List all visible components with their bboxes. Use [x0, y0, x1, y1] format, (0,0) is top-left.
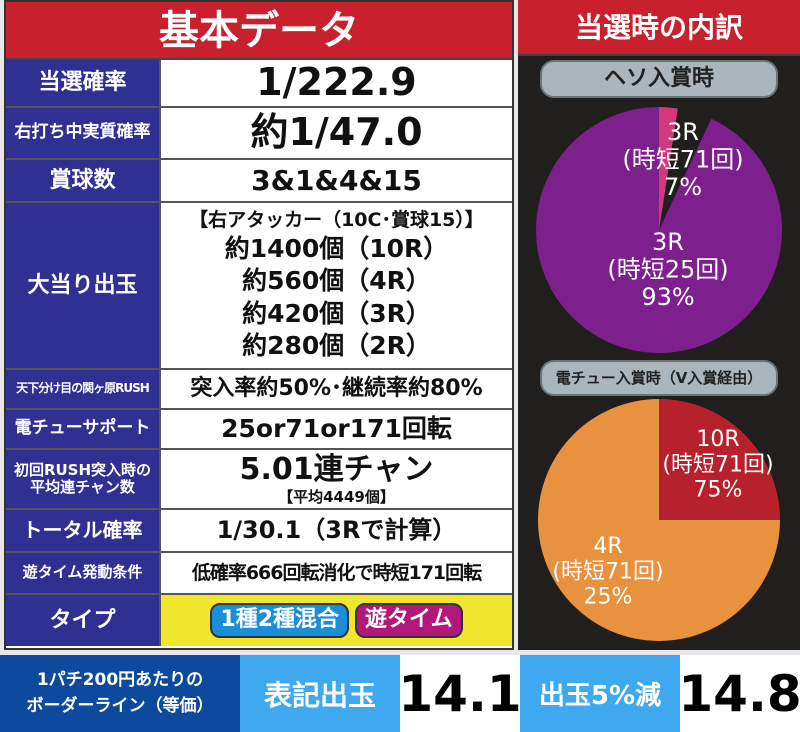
slice-label: (時短71回) [622, 146, 743, 174]
type-tag: 遊タイム [355, 603, 463, 638]
table-row: トータル確率 1/30.1（3Rで計算） [6, 510, 512, 553]
row-value: 突入率約50%･継続率約80% [190, 375, 483, 401]
table-row: タイプ 1種2種混合 遊タイム [6, 595, 512, 646]
breakdown-panel: 当選時の内訳 ヘソ入賞時 3R (時短71回) 7% 3R (時短25回) 93% 電チュ… [518, 0, 800, 650]
reduced-payout-label: 出玉5%減 [520, 655, 680, 732]
row-label: 大当り出玉 [6, 203, 161, 368]
row-value: 【右アタッカー（10C･賞球15）】 約1400個（10R） 約560個（4R）… [161, 203, 512, 368]
table-row: 賞球数 3&1&4&15 [6, 160, 512, 203]
table-row: 電チューサポート 25or71or171回転 [6, 410, 512, 450]
pie-slice [659, 399, 780, 520]
slice-label: 10R [696, 427, 739, 452]
pie1-title: ヘソ入賞時 [540, 60, 778, 98]
border-label: 1パチ200円あたりの ボーダーライン（等価） [0, 655, 240, 732]
table-row: 当選確率 1/222.9 [6, 60, 512, 108]
slice-label: (時短25回) [607, 256, 728, 284]
basic-data-title: 基本データ [6, 2, 512, 60]
border-label-line: 1パチ200円あたりの [36, 670, 204, 690]
row-value: 3&1&4&15 [251, 163, 422, 197]
row-label: 初回RUSH突入時の平均連チャン数 [6, 450, 161, 508]
row-label: 賞球数 [6, 160, 161, 201]
row-value: 低確率666回転消化で時短171回転 [191, 561, 482, 584]
slice-label: (時短71回) [662, 452, 773, 477]
pie-chart-heso: 3R(時短71回)7%3R(時短25回)93% [535, 107, 782, 353]
row-label: トータル確率 [6, 510, 161, 551]
table-row: 初回RUSH突入時の平均連チャン数 5.01連チャン 【平均4449個】 [6, 450, 512, 510]
slice-label: 4R [593, 534, 622, 559]
row-label: タイプ [6, 595, 161, 646]
slice-label: (時短71回) [552, 559, 663, 584]
slice-label: 75% [694, 478, 743, 503]
table-row: 遊タイム発動条件 低確率666回転消化で時短171回転 [6, 553, 512, 595]
slice-label: 3R [652, 228, 684, 256]
pie-slice [659, 107, 678, 230]
table-row: 大当り出玉 【右アタッカー（10C･賞球15）】 約1400個（10R） 約56… [6, 203, 512, 370]
row-value: 25or71or171回転 [221, 414, 452, 443]
nominal-border-value: 14.1 [398, 655, 522, 732]
payout-line: 約420個（3R） [242, 298, 431, 328]
row-label: 遊タイム発動条件 [6, 553, 161, 593]
chain-count: 5.01連チャン [239, 452, 434, 487]
breakdown-title: 当選時の内訳 [518, 0, 800, 56]
pie-chart-denchu: 10R(時短71回)75%4R(時短71回)25% [538, 399, 780, 641]
avg-payout: 【平均4449個】 [278, 488, 395, 506]
payout-line: 約560個（4R） [242, 266, 431, 296]
payout-line: 【右アタッカー（10C･賞球15）】 [189, 209, 484, 232]
reduced-border-value: 14.8 [678, 655, 800, 732]
border-label-line: ボーダーライン（等価） [26, 695, 214, 716]
row-value: 1/222.9 [256, 60, 417, 105]
type-tag: 1種2種混合 [210, 603, 350, 638]
payout-line: 約280個（2R） [242, 331, 431, 361]
table-row: 右打ち中実質確率 約1/47.0 [6, 108, 512, 160]
pie-slice [535, 107, 782, 353]
row-value: 約1/47.0 [250, 110, 423, 155]
row-label: 電チューサポート [6, 410, 161, 448]
row-label: 当選確率 [6, 60, 161, 106]
slice-label: 25% [584, 585, 633, 610]
basic-data-table: 基本データ 当選確率 1/222.9 右打ち中実質確率 約1/47.0 賞球数 3&1… [4, 0, 514, 650]
row-label: 右打ち中実質確率 [6, 108, 161, 158]
row-value: 5.01連チャン 【平均4449個】 [161, 450, 512, 508]
slice-label: 7% [664, 173, 702, 201]
row-label: 天下分け目の関ヶ原RUSH [6, 370, 161, 408]
slice-label: 93% [641, 283, 694, 311]
payout-line: 約1400個（10R） [224, 233, 449, 263]
slice-label: 3R [667, 118, 699, 146]
table-row: 天下分け目の関ヶ原RUSH 突入率約50%･継続率約80% [6, 370, 512, 410]
row-value: 1種2種混合 遊タイム [161, 595, 512, 646]
pie2-title: 電チュー入賞時（V入賞経由） [540, 360, 778, 396]
border-line-bar: 1パチ200円あたりの ボーダーライン（等価） 表記出玉 14.1 出玉5%減 1… [0, 655, 800, 732]
nominal-payout-label: 表記出玉 [240, 655, 400, 732]
row-value: 1/30.1（3Rで計算） [216, 516, 457, 545]
